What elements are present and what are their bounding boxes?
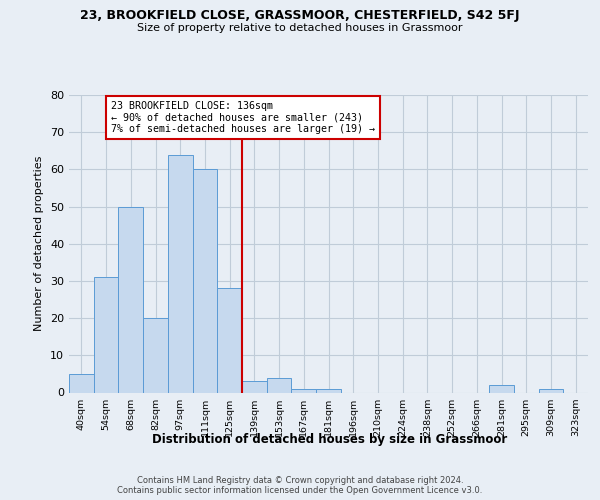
Bar [69, 374, 94, 392]
Bar [267, 378, 292, 392]
Bar [217, 288, 242, 393]
Text: Size of property relative to detached houses in Grassmoor: Size of property relative to detached ho… [137, 23, 463, 33]
Bar [143, 318, 168, 392]
Bar [539, 389, 563, 392]
Text: 23, BROOKFIELD CLOSE, GRASSMOOR, CHESTERFIELD, S42 5FJ: 23, BROOKFIELD CLOSE, GRASSMOOR, CHESTER… [80, 9, 520, 22]
Text: 23 BROOKFIELD CLOSE: 136sqm
← 90% of detached houses are smaller (243)
7% of sem: 23 BROOKFIELD CLOSE: 136sqm ← 90% of det… [111, 100, 375, 134]
Y-axis label: Number of detached properties: Number of detached properties [34, 156, 44, 332]
Bar [168, 154, 193, 392]
Bar [316, 389, 341, 392]
Text: Contains HM Land Registry data © Crown copyright and database right 2024.
Contai: Contains HM Land Registry data © Crown c… [118, 476, 482, 495]
Bar [292, 389, 316, 392]
Bar [118, 206, 143, 392]
Text: Distribution of detached houses by size in Grassmoor: Distribution of detached houses by size … [152, 432, 508, 446]
Bar [193, 170, 217, 392]
Bar [94, 277, 118, 392]
Bar [489, 385, 514, 392]
Bar [242, 382, 267, 392]
